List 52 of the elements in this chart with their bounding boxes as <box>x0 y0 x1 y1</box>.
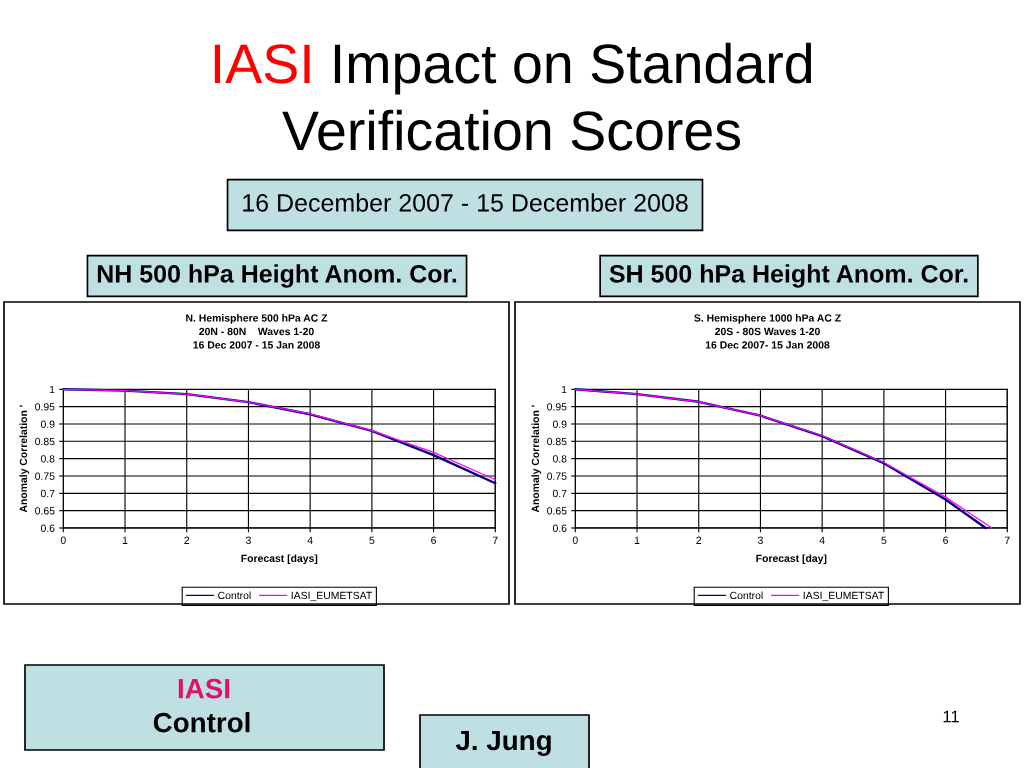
x-tick-label: 1 <box>634 536 640 544</box>
y-tick-label: 0.65 <box>35 507 55 515</box>
y-tick-label: 0.9 <box>40 420 55 428</box>
chart-title: SH 500 hPa Height Anom. Cor. <box>609 264 968 288</box>
y-tick-label: 0.75 <box>35 472 55 480</box>
x-tick-label: 3 <box>245 536 251 544</box>
y-tick-label: 0.7 <box>40 489 55 498</box>
text: J. Jung <box>455 730 551 756</box>
chart-subtitle: S. Hemisphere 1000 hPa AC Z 20S - 80S Waves 1-20 16 Dec 2007- 15 Jan 2008 <box>694 314 841 349</box>
y-tick-label: 0.95 <box>547 403 567 411</box>
x-tick-label: 5 <box>369 536 375 544</box>
y-tick-label: 0.95 <box>35 403 55 411</box>
text: 11 <box>943 710 959 723</box>
y-tick-label: 0.75 <box>547 472 567 480</box>
x-tick-label: 4 <box>307 536 313 544</box>
y-tick-label: 0.85 <box>35 437 55 446</box>
x-tick-label: 3 <box>757 536 763 544</box>
x-tick-label: 2 <box>696 536 702 544</box>
y-tick-label: 1 <box>49 385 55 394</box>
y-axis-title: Anomaly Correlation ' <box>531 405 542 513</box>
legend-label: IASI_EUMETSAT <box>803 591 884 602</box>
text: Control <box>153 712 250 733</box>
x-tick-label: 7 <box>1004 536 1010 544</box>
x-tick-label: 7 <box>492 536 498 544</box>
x-axis-title: Forecast [days] <box>241 554 318 565</box>
y-axis-title: Anomaly Correlation ' <box>19 405 30 513</box>
x-tick-label: 4 <box>819 536 825 544</box>
x-tick-label: 2 <box>184 536 190 544</box>
y-tick-label: 0.7 <box>552 489 567 498</box>
legend-label: Control <box>730 591 763 600</box>
x-tick-label: 0 <box>60 536 66 544</box>
x-tick-label: 5 <box>881 536 887 544</box>
text: IASI Impact on Standard Verification Scores <box>214 42 812 151</box>
y-tick-label: 0.8 <box>552 455 567 463</box>
y-tick-label: 0.6 <box>40 524 55 532</box>
y-tick-label: 0.65 <box>547 507 567 515</box>
x-tick-label: 6 <box>943 536 949 544</box>
text: 16 December 2007 - 15 December 2008 <box>243 193 688 212</box>
y-tick-label: 0.9 <box>552 420 567 428</box>
y-tick-label: 0.85 <box>547 437 567 446</box>
chart-subtitle: N. Hemisphere 500 hPa AC Z 20N - 80N Waves 1-20 16 Dec 2007 - 15 Jan 2008 <box>186 314 328 349</box>
text: IASI <box>178 678 230 699</box>
x-axis-title: Forecast [day] <box>756 554 827 565</box>
y-tick-label: 0.8 <box>40 455 55 463</box>
y-tick-label: 0.6 <box>552 524 567 532</box>
legend-label: Control <box>218 591 251 600</box>
y-tick-label: 1 <box>561 385 567 394</box>
x-tick-label: 1 <box>122 536 128 544</box>
chart-title: NH 500 hPa Height Anom. Cor. <box>97 264 457 288</box>
x-tick-label: 6 <box>431 536 437 544</box>
legend-label: IASI_EUMETSAT <box>291 591 372 602</box>
x-tick-label: 0 <box>572 536 578 544</box>
